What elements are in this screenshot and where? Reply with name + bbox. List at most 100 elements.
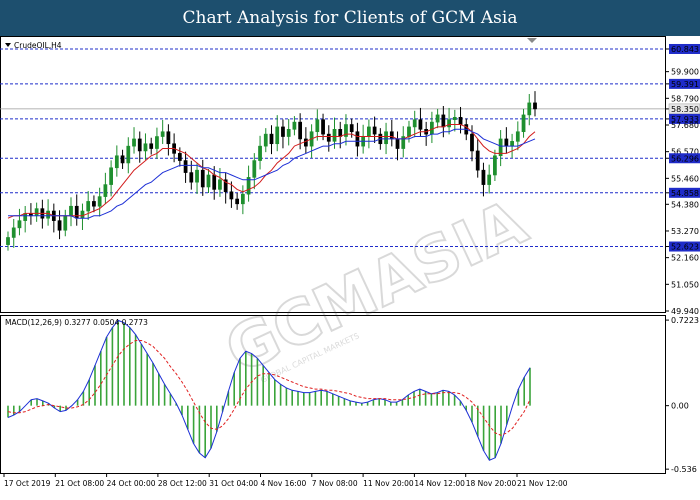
candle-86	[498, 130, 503, 167]
candle-15	[92, 195, 96, 213]
candle-91	[527, 93, 532, 126]
candle-38	[223, 172, 228, 204]
candle-40	[235, 193, 240, 210]
price-tick-label-0: 60.843	[671, 45, 699, 54]
macd-label: MACD(12,26,9) 0.3277 0.0504 0.2773	[5, 318, 148, 327]
ma-slow-line	[8, 128, 536, 219]
candle-24	[143, 133, 148, 160]
price-tick-2: 59.391	[665, 78, 700, 89]
candle-27	[160, 119, 165, 144]
candle-42	[246, 165, 251, 202]
candle-54	[315, 109, 320, 141]
price-tick-label-5: 57.933	[671, 115, 699, 124]
price-tick-16: 49.940	[665, 307, 699, 316]
candle-20	[120, 149, 125, 169]
time-tick-label-5: 4 Nov 16:00	[261, 479, 307, 488]
time-tick-label-2: 24 Oct 00:00	[107, 479, 156, 488]
candle-75	[435, 108, 440, 129]
price-tick-label-1: 59.900	[671, 68, 699, 77]
shift-marker-icon	[527, 38, 537, 43]
price-tick-label-7: 56.570	[671, 148, 699, 157]
candle-90	[521, 108, 526, 138]
candle-33	[195, 162, 199, 194]
macd-tick-label-0: 0.7223	[671, 316, 699, 325]
price-tick-label-11: 54.380	[671, 200, 699, 209]
price-tick-label-15: 51.050	[671, 280, 699, 289]
candle-61	[355, 122, 360, 157]
candle-85	[493, 149, 497, 181]
candle-22	[132, 127, 136, 154]
candle-7	[46, 199, 50, 226]
time-tick-label-9: 18 Nov 20:00	[466, 479, 517, 488]
price-tick-7: 56.570	[665, 148, 699, 157]
moving-averages	[7, 124, 536, 219]
time-tick-label-4: 31 Oct 04:00	[209, 479, 258, 488]
candle-23	[137, 131, 142, 163]
candle-52	[303, 127, 308, 154]
candle-25	[149, 137, 154, 155]
candle-56	[326, 125, 331, 152]
time-tick-label-0: 17 Oct 2019	[4, 479, 51, 488]
candle-77	[447, 107, 451, 135]
time-tick-label-6: 7 Nov 08:00	[312, 479, 358, 488]
price-tick-1: 59.900	[665, 68, 699, 77]
candle-50	[292, 116, 297, 136]
price-tick-11: 54.380	[665, 200, 699, 209]
candle-46	[269, 125, 274, 155]
dropdown-triangle-icon[interactable]	[5, 43, 11, 47]
price-axis: 60.843 59.900 59.391 58.790 58.35057.93357.6…	[665, 43, 700, 316]
candle-59	[344, 114, 348, 146]
candle-78	[452, 109, 457, 132]
price-tick-0: 60.843	[665, 43, 700, 54]
price-tick-9: 55.460	[665, 174, 699, 183]
price-tick-label-12: 53.270	[671, 227, 699, 236]
candle-89	[515, 121, 520, 151]
price-tick-3: 58.790	[665, 94, 699, 103]
macd-axis: 0.7223 0.00 -0.536	[665, 316, 699, 474]
price-tick-label-4: 58.350	[671, 105, 699, 114]
time-tick-label-10: 21 Nov 12:00	[517, 479, 568, 488]
price-tick-12: 53.270	[665, 227, 699, 236]
candle-2	[17, 208, 22, 236]
price-tick-label-14: 52.160	[671, 254, 699, 263]
candle-18	[109, 160, 113, 197]
candle-39	[229, 181, 234, 208]
candle-9	[57, 210, 62, 240]
candle-31	[183, 151, 188, 183]
price-tick-label-10: 54.858	[671, 189, 699, 198]
candle-21	[126, 137, 131, 174]
price-tick-label-8: 56.296	[671, 154, 699, 163]
candle-41	[240, 185, 245, 215]
price-tick-6: 57.680	[665, 121, 699, 130]
candle-35	[206, 168, 211, 194]
horizontal-levels	[0, 48, 666, 248]
candle-82	[475, 139, 480, 178]
price-tick-10: 54.858	[665, 187, 700, 198]
candle-14	[86, 191, 91, 220]
price-tick-14: 52.160	[665, 254, 699, 263]
candle-55	[321, 113, 325, 141]
time-axis: 17 Oct 2019 21 Oct 08:00 24 Oct 00:00 28 Oc…	[3, 473, 568, 488]
candle-45	[263, 128, 268, 153]
time-tick-label-8: 14 Nov 12:00	[414, 479, 465, 488]
candle-44	[258, 135, 262, 170]
time-tick-label-7: 11 Nov 20:00	[363, 479, 414, 488]
candle-47	[275, 115, 280, 152]
time-tick-label-1: 21 Oct 08:00	[55, 479, 104, 488]
price-tick-label-16: 49.940	[671, 307, 699, 316]
price-tick-13: 52.623	[665, 241, 700, 252]
candle-43	[252, 153, 257, 190]
price-tick-label-6: 57.680	[671, 121, 699, 130]
price-tick-label-2: 59.391	[671, 80, 699, 89]
candle-83	[481, 162, 486, 197]
price-tick-15: 51.050	[665, 280, 699, 289]
macd-line	[7, 319, 531, 461]
ma-fast-line	[7, 124, 536, 219]
page-title: Chart Analysis for Clients of GCM Asia	[0, 0, 700, 36]
price-tick-5: 57.933	[665, 113, 700, 124]
price-tick-label-3: 58.790	[671, 94, 699, 103]
candle-1	[11, 218, 16, 248]
candle-92	[533, 91, 537, 117]
candle-49	[286, 118, 291, 146]
macd-indicator	[7, 319, 531, 461]
